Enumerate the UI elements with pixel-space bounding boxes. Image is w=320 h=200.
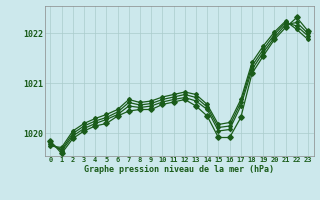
X-axis label: Graphe pression niveau de la mer (hPa): Graphe pression niveau de la mer (hPa) bbox=[84, 165, 274, 174]
